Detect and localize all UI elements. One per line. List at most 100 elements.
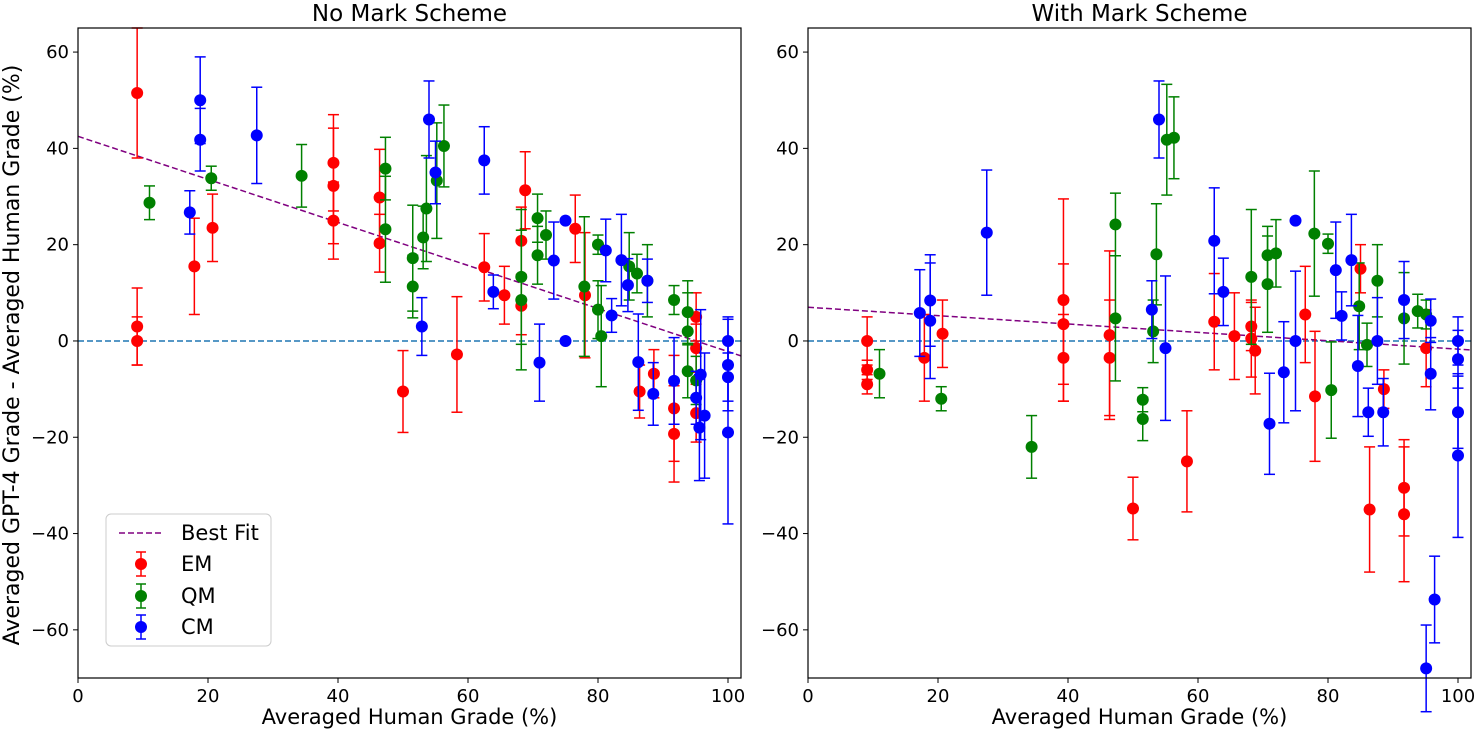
legend-label-cm: CM	[181, 615, 214, 639]
y-tick-label: −60	[761, 620, 799, 641]
plot-frame	[77, 27, 742, 679]
data-point-cm	[698, 409, 711, 422]
data-point-em	[1057, 351, 1070, 364]
data-point-qm	[205, 172, 218, 185]
data-point-qm	[295, 169, 308, 182]
data-point-cm	[599, 244, 612, 257]
y-tick-label: 60	[46, 42, 69, 63]
data-point-qm	[379, 162, 392, 175]
best-fit-line	[77, 135, 742, 357]
data-point-qm	[1353, 300, 1366, 313]
data-point-qm	[681, 365, 694, 378]
data-point-em	[498, 289, 511, 302]
data-point-qm	[1308, 227, 1321, 240]
data-point-em	[397, 385, 409, 398]
y-tick-label: 60	[776, 42, 799, 63]
data-point-cm	[980, 226, 993, 239]
data-point-cm	[415, 320, 428, 333]
data-point-em	[1363, 503, 1376, 516]
data-point-qm	[1136, 412, 1149, 425]
data-point-qm	[417, 231, 430, 244]
data-point-cm	[1371, 334, 1384, 347]
x-axis-label: Averaged Human Grade (%)	[992, 705, 1288, 729]
data-point-em	[861, 378, 874, 391]
data-point-em	[373, 191, 386, 204]
data-point-em	[373, 237, 386, 250]
data-point-em	[936, 327, 949, 340]
data-point-cm	[615, 254, 628, 267]
x-tick-label: 20	[927, 686, 950, 707]
data-point-cm	[632, 356, 645, 369]
data-point-qm	[1150, 248, 1163, 261]
data-point-cm	[1428, 593, 1441, 606]
panel-with-mark-scheme: With Mark Scheme 0 20 40 60 80 100 −60 −40 −20 0 20…	[761, 1, 1475, 729]
data-point-qm	[1109, 312, 1122, 325]
data-point-qm	[681, 325, 694, 338]
data-point-qm	[515, 294, 528, 307]
data-point-cm	[1263, 417, 1276, 430]
data-point-qm	[406, 280, 419, 293]
data-point-cm	[605, 309, 618, 322]
data-point-em	[131, 334, 144, 347]
data-point-cm	[250, 129, 263, 142]
data-point-qm	[595, 330, 608, 343]
data-point-cm	[668, 374, 681, 387]
data-point-qm	[1371, 274, 1384, 287]
data-point-em	[861, 334, 874, 347]
data-point-em	[668, 427, 681, 440]
y-tick-label: 20	[46, 235, 69, 256]
data-point-em	[131, 87, 144, 99]
y-axis-label: Averaged GPT-4 Grade - Averaged Human Gr…	[0, 65, 25, 646]
data-point-em	[1398, 508, 1411, 521]
data-point-em	[569, 222, 582, 235]
data-point-cm	[487, 285, 500, 298]
data-point-qm	[437, 139, 450, 152]
legend-label-qm: QM	[181, 584, 216, 608]
panel-no-mark-scheme: No Mark Scheme 0 20 40 60 80 100 −60 −40 −20 0 20 40…	[31, 1, 745, 729]
series-cm	[913, 80, 1464, 713]
data-point-qm	[631, 267, 643, 280]
x-tick-label: 80	[1317, 686, 1340, 707]
data-point-qm	[1361, 338, 1373, 351]
data-point-cm	[533, 356, 546, 369]
data-point-cm	[559, 214, 572, 227]
data-point-qm	[1245, 270, 1258, 283]
data-point-cm	[924, 314, 937, 327]
data-point-cm	[1289, 214, 1302, 227]
chart-title: With Mark Scheme	[1031, 1, 1247, 27]
data-point-em	[918, 351, 931, 364]
x-tick-label: 0	[802, 686, 813, 707]
data-point-cm	[1329, 264, 1342, 277]
data-point-qm	[668, 294, 681, 307]
data-point-em	[519, 184, 532, 197]
data-point-cm	[1153, 113, 1165, 126]
plot-frame	[807, 27, 1472, 679]
legend-label-em: EM	[181, 552, 212, 576]
data-point-cm	[1424, 314, 1437, 327]
data-point-em	[188, 260, 201, 273]
data-point-qm	[873, 367, 886, 380]
data-point-qm	[531, 212, 544, 225]
x-tick-label: 40	[1057, 686, 1080, 707]
x-tick-label: 20	[197, 686, 220, 707]
data-point-cm	[194, 133, 207, 146]
x-tick-label: 40	[327, 686, 350, 707]
data-point-em	[1420, 342, 1433, 355]
data-point-cm	[1452, 353, 1464, 366]
y-tick-label: 0	[788, 331, 799, 352]
x-tick-label: 100	[711, 686, 745, 707]
data-point-qm	[1322, 237, 1334, 250]
data-point-em	[1299, 308, 1312, 321]
x-tick-label: 60	[1187, 686, 1210, 707]
data-point-cm	[1377, 406, 1390, 419]
data-point-cm	[1362, 406, 1375, 419]
legend-label-best-fit: Best Fit	[181, 521, 259, 545]
data-point-qm	[531, 249, 544, 262]
data-point-em	[633, 385, 646, 398]
series-em	[861, 198, 1433, 583]
y-tick-label: 20	[776, 235, 799, 256]
y-tick-label: −40	[761, 524, 799, 545]
data-point-cm	[183, 206, 196, 219]
data-point-cm	[1452, 449, 1464, 462]
data-point-cm	[1217, 285, 1230, 298]
